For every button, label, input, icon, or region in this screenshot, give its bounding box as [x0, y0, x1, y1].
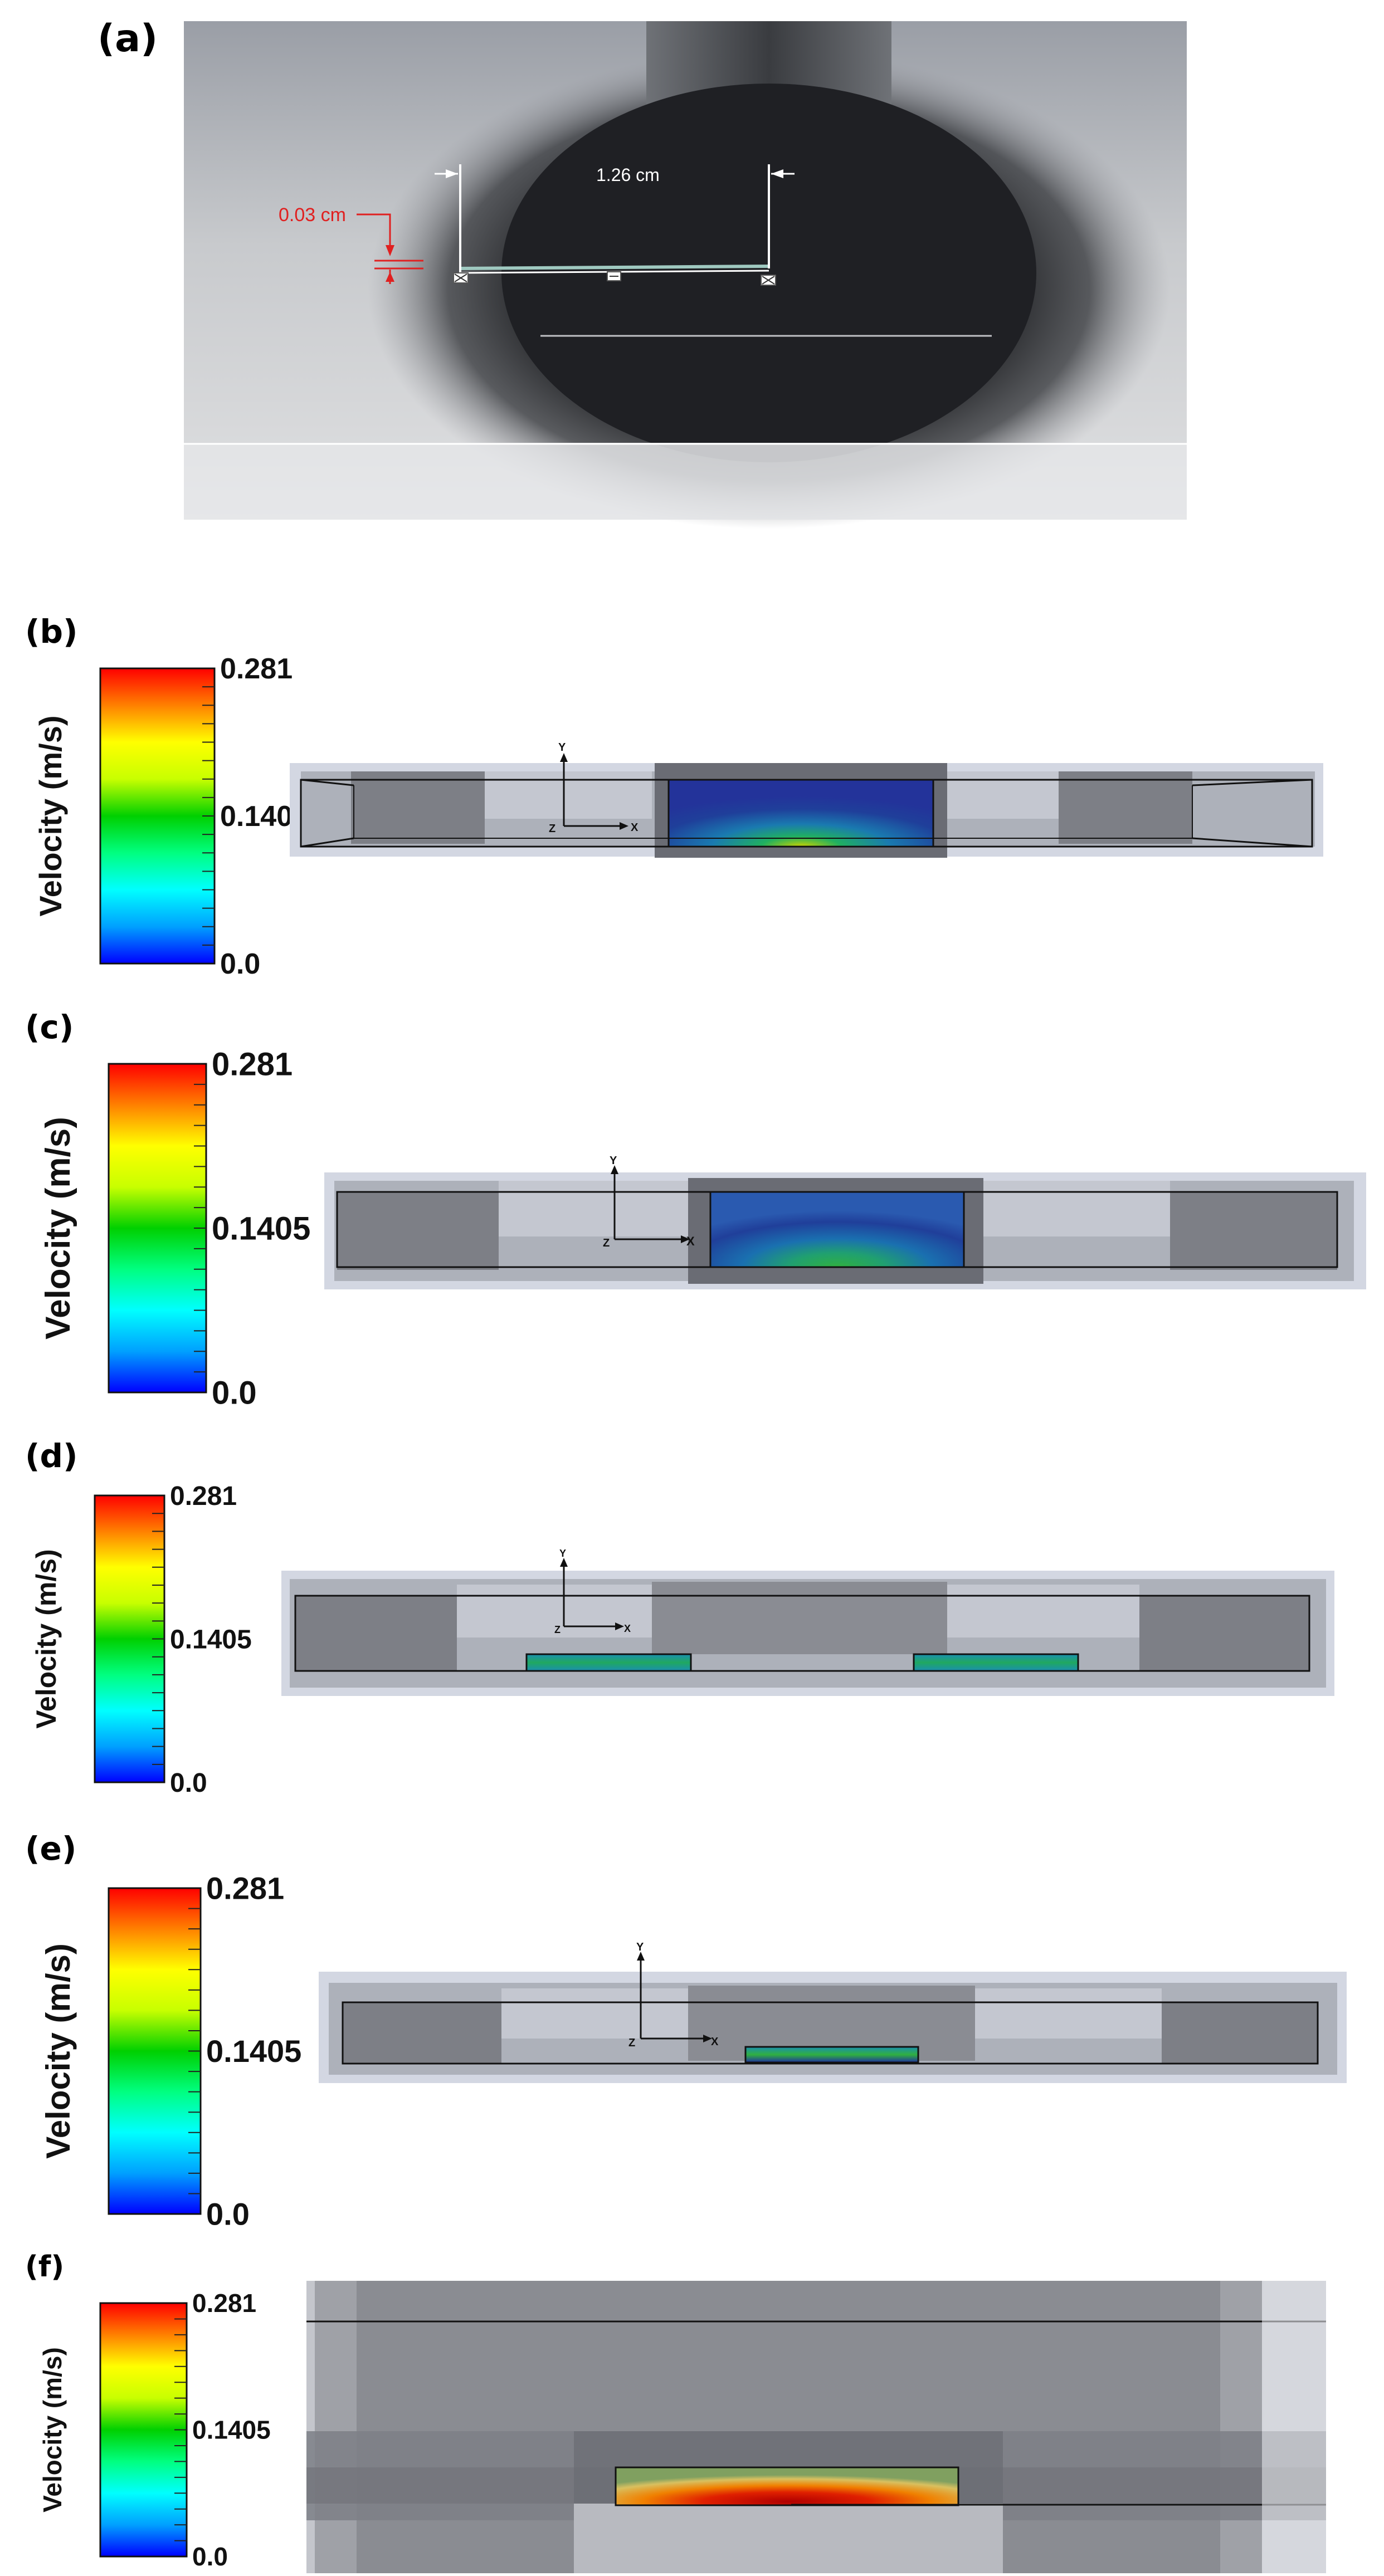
colorbar-min-label: 0.0 [206, 2197, 250, 2232]
axis-y-d: Y [559, 1548, 566, 1559]
panel-b-label: (b) [25, 613, 78, 651]
panel-a-floor [184, 443, 1187, 520]
axis-x-c: X [686, 1234, 695, 1248]
colorbar-max-label: 0.281 [192, 2289, 256, 2318]
panel-c-flow-field [709, 1191, 965, 1268]
dim-width-label: 1.26 cm [596, 165, 660, 185]
colorbar-mid-label: 0.1405 [212, 1210, 310, 1247]
panel-f-flow-field [615, 2466, 959, 2506]
colorbar-title: Velocity (m/s) [39, 1117, 77, 1340]
axis-y-c: Y [610, 1155, 617, 1167]
axis-x-d: X [624, 1623, 631, 1634]
panel-e-label: (e) [25, 1830, 77, 1868]
colorbar-max-label: 0.281 [212, 1046, 293, 1082]
colorbar-title: Velocity (m/s) [38, 2347, 67, 2513]
colorbar-f: 0.281 0.1405 0.0 Velocity (m/s) [38, 2289, 271, 2571]
panel-d-flow-right [913, 1653, 1079, 1672]
colorbar-max-label: 0.281 [220, 653, 293, 685]
axis-x-b: X [631, 822, 639, 834]
colorbar-min-label: 0.0 [220, 948, 260, 980]
colorbar-d: 0.281 0.1405 0.0 Velocity (m/s) [31, 1482, 252, 1798]
colorbar-title: Velocity (m/s) [31, 1549, 62, 1728]
colorbar-mid-label: 0.1405 [170, 1625, 252, 1654]
colorbar-min-label: 0.0 [212, 1375, 257, 1411]
colorbar-min-label: 0.0 [170, 1768, 207, 1798]
colorbar-mid-label: 0.1405 [192, 2416, 271, 2445]
axis-y-b: Y [558, 741, 566, 754]
axis-z-c: Z [603, 1237, 610, 1249]
colorbar-mid-label: 0.1405 [206, 2034, 301, 2069]
colorbar-c: 0.281 0.1405 0.0 Velocity (m/s) [39, 1046, 310, 1411]
colorbar-title: Velocity (m/s) [40, 1943, 77, 2159]
axis-z-d: Z [554, 1624, 561, 1635]
axis-y-e: Y [636, 1941, 644, 1953]
colorbar-e: 0.281 0.1405 0.0 Velocity (m/s) [40, 1871, 301, 2232]
colorbar-title: Velocity (m/s) [33, 715, 68, 916]
colorbar-max-label: 0.281 [170, 1482, 237, 1511]
axis-z-b: Z [549, 823, 555, 835]
panel-a-label: (a) [98, 17, 158, 61]
panel-f-label: (f) [25, 2250, 65, 2284]
panel-c-label: (c) [25, 1008, 74, 1046]
panel-e-flow-field [744, 2046, 919, 2064]
panel-a-channel [459, 265, 769, 270]
dim-gap-label: 0.03 cm [279, 204, 346, 226]
panel-d-label: (d) [25, 1437, 78, 1475]
colorbar-max-label: 0.281 [206, 1871, 284, 1906]
colorbar-min-label: 0.0 [192, 2542, 228, 2571]
panel-d-flow-left [525, 1653, 692, 1672]
axis-z-e: Z [628, 2037, 635, 2049]
axis-x-e: X [711, 2036, 719, 2048]
panel-a-render: 0.03 cm 1.26 cm [184, 21, 1187, 529]
panel-a-chamber [501, 84, 1036, 462]
